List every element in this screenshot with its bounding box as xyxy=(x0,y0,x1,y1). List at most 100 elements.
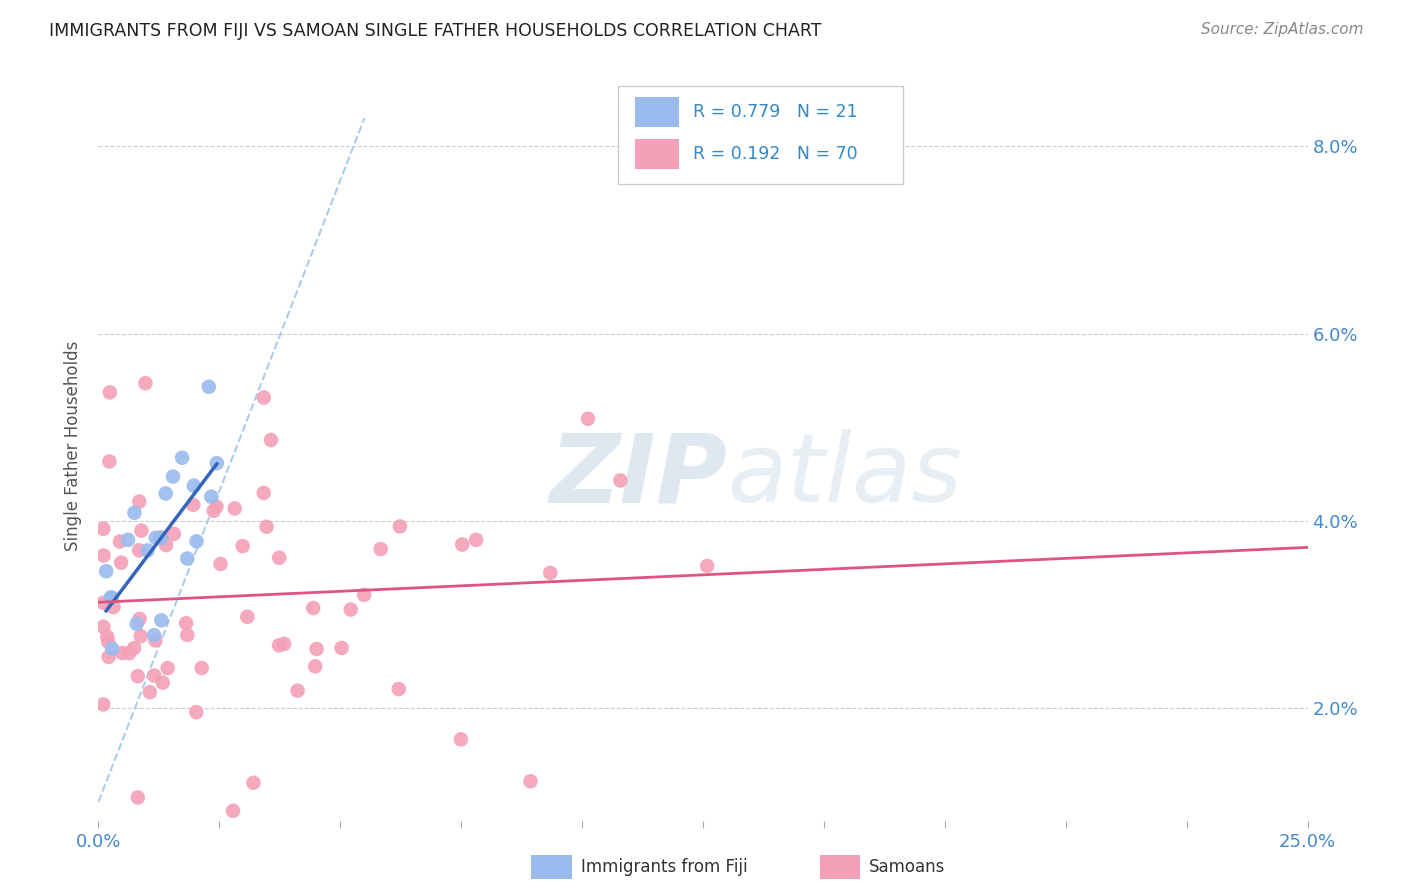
Point xyxy=(269,550,291,565)
Point xyxy=(538,566,561,580)
Point xyxy=(150,613,173,627)
Point xyxy=(149,530,172,544)
Point xyxy=(576,411,599,425)
Point xyxy=(145,531,167,545)
Point xyxy=(150,531,173,545)
Point xyxy=(93,549,115,563)
Point xyxy=(273,637,295,651)
Point xyxy=(183,478,205,492)
Point xyxy=(181,498,204,512)
Point xyxy=(267,638,290,652)
Point xyxy=(100,591,122,605)
FancyBboxPatch shape xyxy=(619,87,903,184)
Point xyxy=(128,612,150,626)
Point xyxy=(143,628,166,642)
FancyBboxPatch shape xyxy=(636,96,679,127)
Point xyxy=(304,659,326,673)
Point xyxy=(128,494,150,508)
Point xyxy=(190,661,212,675)
Point xyxy=(209,557,232,571)
Point xyxy=(205,456,228,470)
Point xyxy=(163,527,186,541)
Point xyxy=(118,646,141,660)
Point xyxy=(202,504,225,518)
Text: Source: ZipAtlas.com: Source: ZipAtlas.com xyxy=(1201,22,1364,37)
Point xyxy=(305,642,328,657)
Point xyxy=(117,533,139,547)
Point xyxy=(110,556,132,570)
Point xyxy=(143,633,166,648)
Point xyxy=(91,698,114,712)
Point xyxy=(696,558,718,573)
Point xyxy=(198,380,221,394)
Text: Immigrants from Fiji: Immigrants from Fiji xyxy=(581,858,748,876)
Point xyxy=(200,490,222,504)
Point xyxy=(94,564,117,578)
Point xyxy=(136,543,159,558)
Point xyxy=(287,683,309,698)
Point xyxy=(205,500,228,514)
Point xyxy=(155,486,177,500)
Point xyxy=(127,669,149,683)
Point xyxy=(260,433,283,447)
Point xyxy=(172,450,194,465)
Text: IMMIGRANTS FROM FIJI VS SAMOAN SINGLE FATHER HOUSEHOLDS CORRELATION CHART: IMMIGRANTS FROM FIJI VS SAMOAN SINGLE FA… xyxy=(49,22,821,40)
Point xyxy=(253,486,276,500)
Point xyxy=(388,519,411,533)
Text: ZIP: ZIP xyxy=(550,429,727,523)
Point xyxy=(222,804,245,818)
Point xyxy=(339,602,361,616)
Point xyxy=(98,454,121,468)
Text: atlas: atlas xyxy=(727,429,962,523)
Point xyxy=(125,616,148,631)
Point xyxy=(111,646,134,660)
Point xyxy=(519,774,541,789)
Point xyxy=(451,537,474,551)
Point xyxy=(97,635,120,649)
FancyBboxPatch shape xyxy=(636,139,679,169)
Point xyxy=(253,391,276,405)
Point xyxy=(162,469,184,483)
Point xyxy=(91,522,114,536)
Point xyxy=(370,541,392,556)
Point xyxy=(98,385,121,400)
Point xyxy=(128,543,150,558)
Point xyxy=(330,640,353,655)
Point xyxy=(129,629,152,643)
Point xyxy=(256,520,278,534)
Point xyxy=(465,533,488,547)
Point xyxy=(174,616,197,631)
Point xyxy=(176,628,198,642)
Point xyxy=(122,641,145,656)
Point xyxy=(97,649,120,664)
Point xyxy=(103,600,125,615)
Point xyxy=(156,661,179,675)
Point xyxy=(236,609,259,624)
Point xyxy=(127,790,149,805)
Point xyxy=(186,705,208,719)
Point xyxy=(101,641,124,656)
Text: R = 0.192   N = 70: R = 0.192 N = 70 xyxy=(693,145,858,163)
Text: R = 0.779   N = 21: R = 0.779 N = 21 xyxy=(693,103,858,120)
Point xyxy=(91,620,114,634)
Point xyxy=(353,588,375,602)
Point xyxy=(96,630,118,644)
Point xyxy=(388,681,411,696)
Point xyxy=(242,776,264,790)
Point xyxy=(100,591,122,605)
Point xyxy=(450,732,472,747)
Point xyxy=(139,685,162,699)
Point xyxy=(155,538,177,552)
Point xyxy=(609,474,631,488)
Point xyxy=(124,506,146,520)
Point xyxy=(134,376,156,391)
Point xyxy=(186,534,208,549)
Point xyxy=(176,551,198,566)
Point xyxy=(232,539,254,553)
Point xyxy=(143,668,166,682)
Text: Samoans: Samoans xyxy=(869,858,945,876)
Point xyxy=(91,596,114,610)
Point xyxy=(108,534,131,549)
Point xyxy=(302,601,325,615)
Y-axis label: Single Father Households: Single Father Households xyxy=(65,341,83,551)
